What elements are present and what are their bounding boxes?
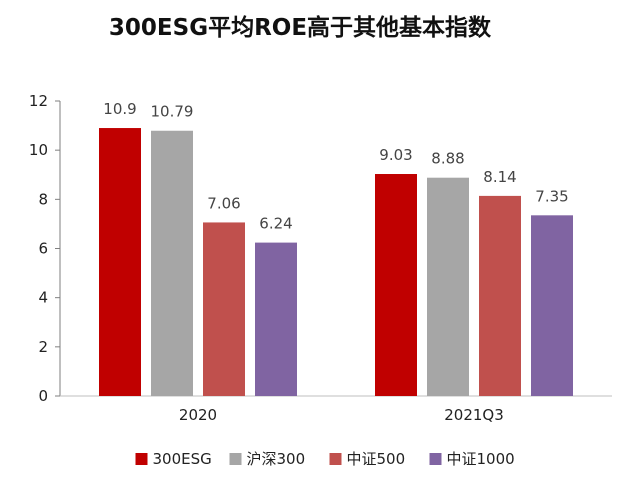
bar <box>479 195 521 396</box>
bar <box>99 128 141 396</box>
legend-label: 中证1000 <box>447 450 515 468</box>
data-labels: 10.9 10.79 7.06 6.24 9.03 8.88 8.14 7.35 <box>103 100 568 233</box>
data-label: 7.35 <box>535 187 568 205</box>
bar <box>375 174 417 396</box>
y-tick-label: 12 <box>29 92 48 110</box>
y-tick-label: 2 <box>38 338 48 356</box>
data-label: 10.79 <box>151 103 194 121</box>
y-tick-label: 8 <box>38 190 48 208</box>
x-tick-label: 2021Q3 <box>444 406 504 424</box>
bar <box>531 215 573 396</box>
data-label: 10.9 <box>103 100 136 118</box>
y-tick-label: 0 <box>38 387 48 405</box>
chart-title: 300ESG平均ROE高于其他基本指数 <box>108 15 492 41</box>
legend-swatch <box>429 453 442 465</box>
legend: 300ESG 沪深300 中证500 中证1000 <box>135 450 515 468</box>
bar <box>203 222 245 396</box>
y-tick-label: 4 <box>38 289 48 307</box>
bar <box>255 242 297 396</box>
data-label: 8.14 <box>483 168 516 186</box>
bar <box>151 130 193 396</box>
data-label: 9.03 <box>379 146 412 164</box>
x-tick-label: 2020 <box>179 406 217 424</box>
bar <box>427 177 469 396</box>
axes: 0 2 4 6 8 10 12 2020 2021Q3 <box>29 92 612 424</box>
legend-swatch <box>229 453 242 465</box>
data-label: 7.06 <box>207 194 240 212</box>
data-label: 8.88 <box>431 150 464 168</box>
y-tick-label: 10 <box>29 141 48 159</box>
legend-label: 沪深300 <box>247 450 306 468</box>
legend-label: 中证500 <box>347 450 406 468</box>
bars <box>99 128 573 396</box>
legend-swatch <box>135 453 148 465</box>
legend-swatch <box>329 453 342 465</box>
data-label: 6.24 <box>259 215 292 233</box>
legend-label: 300ESG <box>153 450 212 468</box>
y-tick-label: 6 <box>38 240 48 258</box>
